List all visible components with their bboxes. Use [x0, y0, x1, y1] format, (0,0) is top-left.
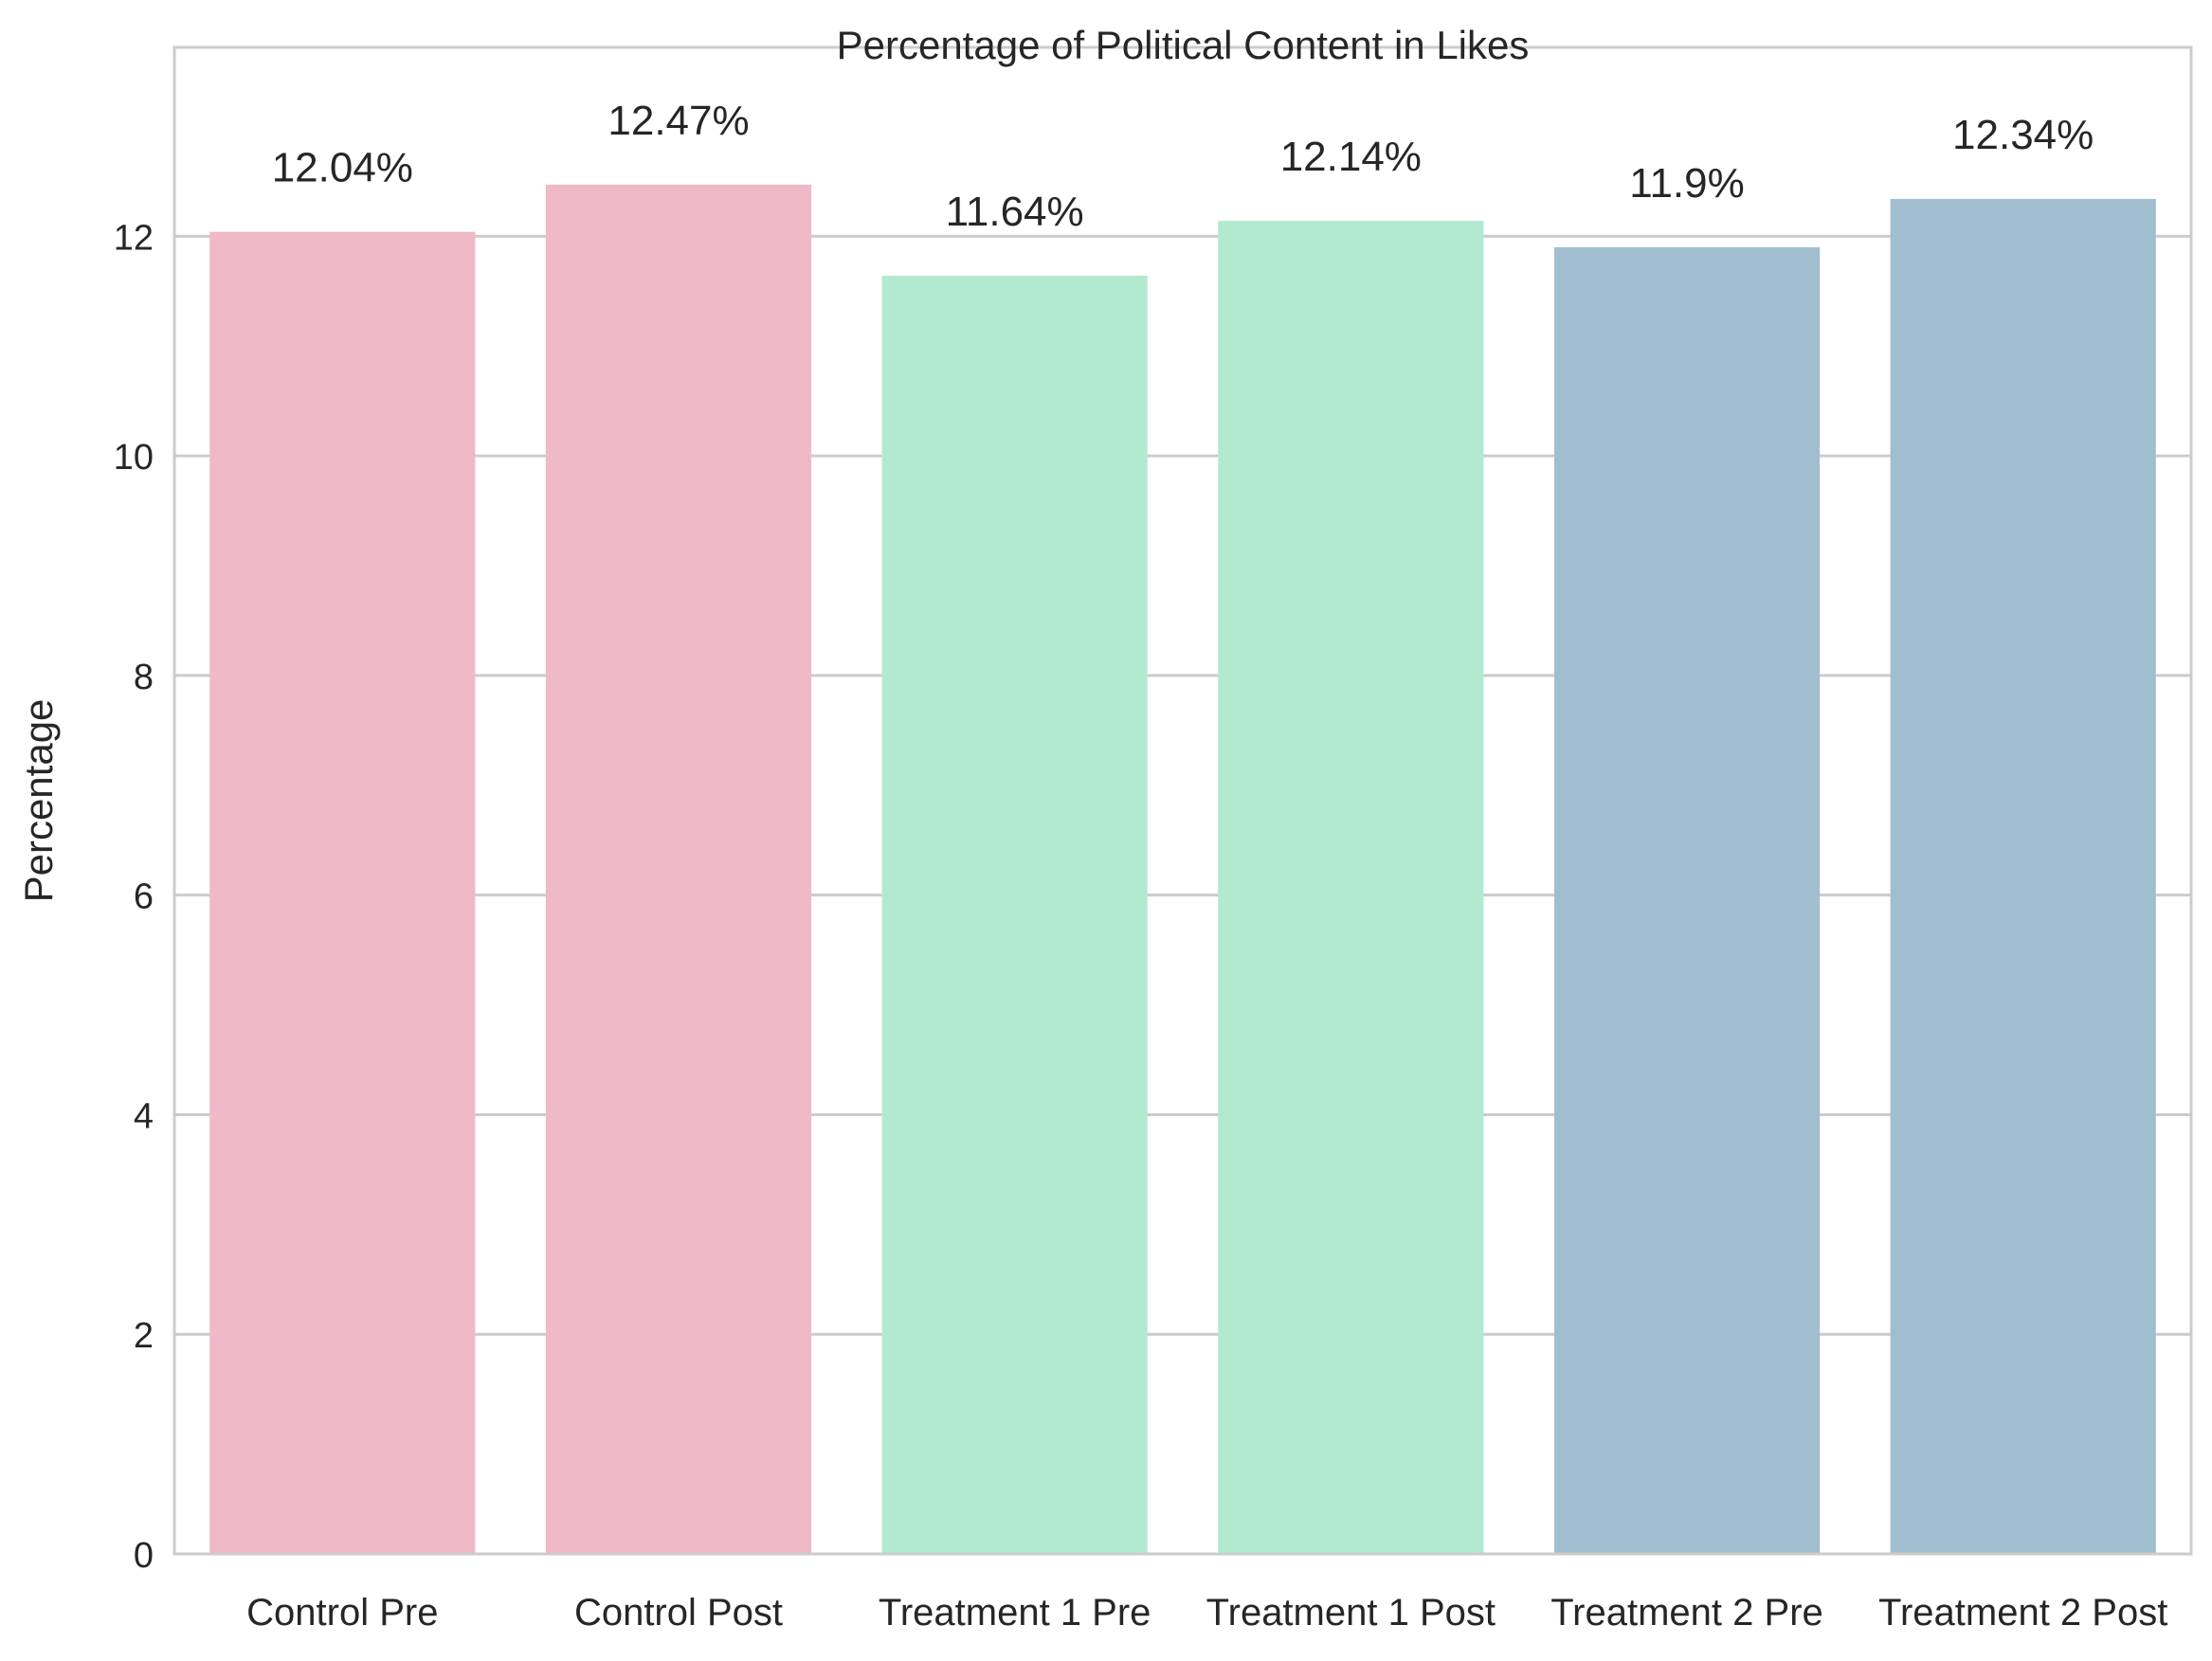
- bar-value-labels: 12.04% 12.47% 11.64% 12.14% 11.9% 12.34%: [272, 98, 2094, 235]
- axes-frame: [172, 45, 2193, 1556]
- x-tick-label: Control Post: [574, 1592, 783, 1634]
- y-tick-labels: 0 2 4 6 8 10 12: [114, 218, 154, 1576]
- bar-value-label: 11.64%: [946, 189, 1084, 235]
- bar-value-label: 12.04%: [272, 145, 413, 191]
- x-tick-label: Control Pre: [246, 1592, 438, 1634]
- y-tick-label: 6: [134, 877, 154, 917]
- bar: [1890, 198, 2156, 1554]
- bar: [1553, 246, 1821, 1555]
- y-axis-label: Percentage: [16, 699, 61, 903]
- x-tick-label: Treatment 1 Post: [1206, 1592, 1496, 1634]
- y-tick-label: 4: [134, 1096, 154, 1136]
- bar-value-label: 12.47%: [607, 98, 749, 144]
- y-tick-label: 0: [134, 1536, 154, 1576]
- bar-value-label: 12.14%: [1280, 134, 1422, 180]
- y-tick-label: 8: [134, 658, 154, 697]
- bar-value-label: 11.9%: [1629, 160, 1745, 207]
- y-tick-label: 10: [114, 438, 154, 478]
- bar: [209, 231, 476, 1555]
- bars: [209, 184, 2156, 1555]
- y-tick-label: 12: [114, 218, 154, 258]
- x-tick-label: Treatment 2 Pre: [1550, 1592, 1823, 1634]
- y-tick-label: 2: [134, 1316, 154, 1356]
- x-tick-label: Treatment 2 Post: [1878, 1592, 2167, 1634]
- x-tick-label: Treatment 1 Pre: [879, 1592, 1151, 1634]
- bar: [881, 276, 1148, 1554]
- bar-value-label: 12.34%: [1952, 112, 2094, 158]
- bar: [1218, 221, 1484, 1554]
- chart-title: Percentage of Political Content in Likes: [837, 23, 1530, 67]
- x-tick-labels: Control Pre Control Post Treatment 1 Pre Tr…: [246, 1592, 2167, 1634]
- y-gridlines: [174, 234, 2191, 1336]
- bar: [545, 184, 812, 1554]
